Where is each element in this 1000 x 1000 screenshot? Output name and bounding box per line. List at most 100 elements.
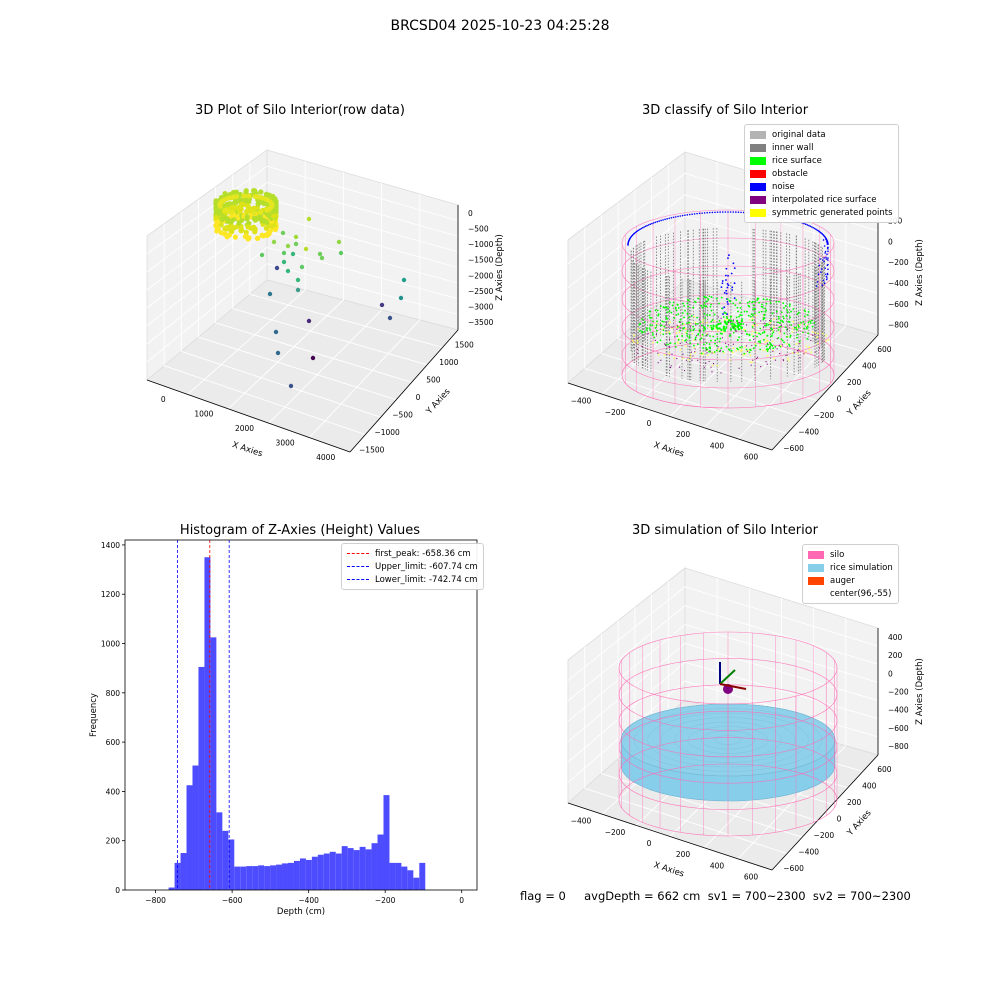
rice-surface-point	[674, 307, 677, 310]
symmetric-point	[766, 339, 769, 342]
histogram-bar	[413, 877, 420, 890]
data-point	[251, 188, 257, 194]
data-point	[235, 215, 241, 221]
data-point	[280, 230, 286, 236]
interpolated-point	[676, 328, 678, 330]
interpolated-point	[818, 347, 821, 349]
rice-surface-point	[662, 333, 665, 336]
interpolated-point	[695, 335, 698, 337]
gridline	[227, 299, 344, 410]
symmetric-point	[825, 334, 828, 337]
rice-surface-point	[709, 335, 711, 337]
rice-surface-point	[735, 319, 739, 323]
interpolated-point	[719, 350, 721, 353]
noise-point	[649, 223, 652, 226]
data-point	[303, 246, 309, 252]
noise-point	[825, 278, 828, 281]
symmetric-point	[735, 349, 738, 352]
rice-surface-point	[756, 297, 759, 300]
rice-surface-point	[738, 315, 740, 318]
rice-surface-point	[798, 311, 800, 314]
rice-surface-point	[803, 315, 806, 318]
interpolated-point	[727, 344, 730, 346]
symmetric-point	[657, 353, 660, 356]
x-tick-label: −400	[571, 817, 592, 826]
rice-surface-point	[806, 325, 809, 328]
rice-surface-point	[733, 324, 737, 328]
rice-surface-point	[730, 349, 733, 352]
noise-point	[823, 260, 825, 263]
noise-point	[666, 218, 668, 220]
rice-surface-point	[673, 317, 676, 319]
y-tick-label: −200	[814, 831, 835, 840]
symmetric-point	[702, 319, 704, 321]
rice-surface-point	[725, 312, 727, 315]
interpolated-point	[679, 321, 681, 324]
data-point	[233, 199, 239, 205]
gridline	[584, 367, 788, 434]
interpolated-point	[707, 333, 709, 335]
rice-surface-point	[690, 315, 693, 317]
rice-surface-point	[703, 312, 706, 315]
rice-surface-point	[783, 341, 785, 344]
rice-surface-point	[783, 307, 785, 309]
rice-surface-point	[709, 305, 712, 308]
y-tick-label: 1400	[101, 541, 120, 550]
gridline	[181, 351, 381, 418]
histogram-bar	[252, 866, 259, 890]
data-point	[295, 287, 301, 293]
interpolated-point	[760, 320, 762, 322]
noise-point	[825, 240, 828, 243]
rice-surface-point	[747, 314, 750, 317]
data-point	[273, 329, 279, 335]
rice-surface-point	[745, 332, 748, 335]
legend-label: center(96,-55)	[830, 588, 892, 599]
symmetric-point	[785, 342, 788, 345]
rice-surface-point	[763, 313, 766, 316]
rice-surface-point	[800, 321, 803, 324]
noise-point	[826, 272, 829, 275]
interpolated-point	[647, 333, 649, 335]
symmetric-point	[752, 330, 754, 333]
noise-point	[824, 273, 827, 276]
y-tick-label: 0	[115, 886, 120, 895]
y-tick-label: 500	[426, 376, 441, 385]
data-point	[398, 295, 404, 301]
z-tick-label: −800	[888, 321, 909, 330]
rice-surface-point	[715, 324, 718, 327]
data-point	[258, 210, 263, 215]
histogram-bar	[389, 862, 396, 890]
rice-surface-point	[770, 320, 772, 322]
data-point	[224, 201, 230, 207]
interpolated-point	[706, 335, 708, 337]
rice-surface-point	[652, 334, 654, 336]
symmetric-point	[778, 332, 781, 335]
rice-surface-point	[772, 331, 775, 334]
interpolated-point	[798, 343, 800, 345]
symmetric-point	[693, 315, 696, 318]
interpolated-point	[703, 339, 705, 341]
legend-swatch	[808, 576, 824, 585]
interpolated-point	[750, 364, 752, 366]
data-point	[336, 239, 342, 245]
interpolated-point	[655, 333, 658, 335]
noise-point	[824, 267, 826, 270]
legend-label: auger	[830, 575, 855, 586]
noise-point	[674, 216, 677, 218]
interpolated-point	[729, 333, 731, 335]
symmetric-point	[637, 328, 639, 330]
interpolated-point	[772, 350, 774, 352]
data-point	[285, 243, 291, 249]
rice-surface-point	[762, 298, 765, 301]
rice-surface-point	[786, 309, 788, 311]
symmetric-point	[749, 361, 752, 364]
noise-point	[819, 258, 821, 260]
interpolated-point	[815, 351, 817, 353]
histogram-bar	[377, 834, 384, 890]
data-point	[223, 226, 229, 232]
rice-surface-point	[766, 334, 769, 337]
rice-surface-point	[745, 348, 748, 351]
gridline	[309, 319, 421, 438]
rice-surface-point	[657, 314, 660, 317]
